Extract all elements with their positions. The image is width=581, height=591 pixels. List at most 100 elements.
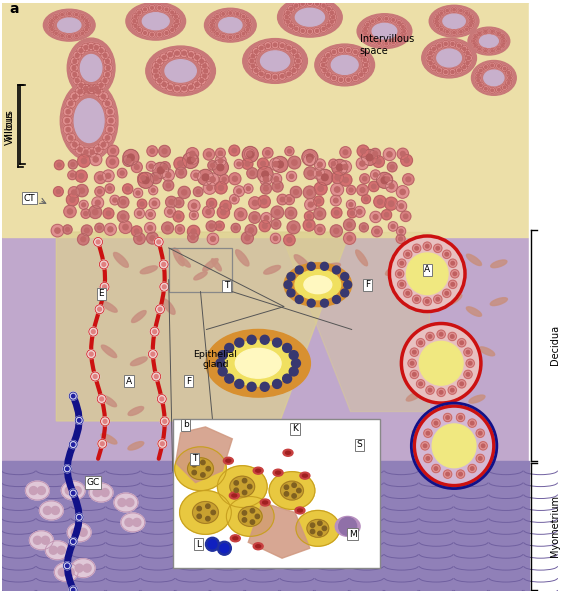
Circle shape [236, 189, 241, 193]
Circle shape [459, 415, 462, 419]
Ellipse shape [296, 511, 340, 546]
Circle shape [108, 128, 112, 132]
Circle shape [192, 158, 195, 162]
Circle shape [282, 343, 292, 352]
Circle shape [307, 154, 313, 161]
Circle shape [427, 50, 434, 57]
Circle shape [272, 181, 283, 192]
Ellipse shape [67, 523, 91, 542]
Circle shape [399, 229, 403, 233]
Circle shape [163, 6, 170, 13]
Circle shape [328, 9, 336, 17]
Polygon shape [175, 427, 232, 483]
Circle shape [271, 219, 281, 229]
Circle shape [246, 20, 249, 22]
Circle shape [281, 44, 284, 47]
Circle shape [439, 27, 444, 32]
Circle shape [68, 35, 70, 38]
Circle shape [175, 51, 179, 55]
Circle shape [203, 74, 206, 78]
Circle shape [364, 32, 367, 35]
Circle shape [433, 244, 442, 252]
Circle shape [101, 51, 109, 60]
Circle shape [250, 171, 254, 176]
Circle shape [307, 299, 315, 307]
Circle shape [30, 486, 37, 495]
Circle shape [218, 367, 227, 376]
Ellipse shape [223, 340, 294, 386]
Circle shape [218, 158, 223, 163]
Circle shape [361, 194, 371, 204]
Circle shape [125, 518, 133, 527]
Circle shape [442, 69, 449, 76]
Circle shape [483, 29, 488, 34]
Ellipse shape [281, 481, 303, 500]
Circle shape [49, 27, 55, 33]
Circle shape [208, 161, 217, 170]
Circle shape [444, 43, 447, 46]
Circle shape [150, 327, 159, 336]
Circle shape [431, 64, 437, 71]
Circle shape [325, 5, 332, 12]
Circle shape [166, 50, 175, 59]
Circle shape [400, 261, 403, 265]
Circle shape [160, 282, 168, 291]
Ellipse shape [165, 60, 196, 82]
Circle shape [337, 46, 345, 54]
Circle shape [101, 95, 106, 99]
Circle shape [275, 210, 280, 215]
Circle shape [364, 197, 368, 201]
Circle shape [465, 54, 472, 61]
Circle shape [87, 350, 96, 359]
Circle shape [126, 158, 131, 163]
Circle shape [160, 417, 169, 426]
Circle shape [145, 210, 155, 219]
Circle shape [289, 7, 293, 10]
Circle shape [51, 28, 53, 31]
Circle shape [151, 189, 155, 192]
Circle shape [457, 44, 461, 47]
Circle shape [465, 28, 468, 31]
Ellipse shape [80, 54, 102, 82]
Ellipse shape [260, 499, 270, 506]
Circle shape [174, 157, 187, 170]
Circle shape [107, 145, 119, 157]
Circle shape [194, 173, 198, 177]
Circle shape [456, 413, 465, 422]
Circle shape [106, 60, 109, 63]
Ellipse shape [45, 541, 69, 560]
Text: A: A [126, 376, 132, 386]
Circle shape [507, 74, 513, 81]
Circle shape [191, 235, 195, 239]
Circle shape [206, 537, 220, 551]
Ellipse shape [173, 248, 184, 266]
Circle shape [485, 50, 487, 52]
Circle shape [66, 11, 72, 17]
Circle shape [306, 28, 314, 35]
Circle shape [63, 465, 71, 473]
Circle shape [417, 339, 425, 347]
Circle shape [371, 40, 374, 43]
Circle shape [437, 69, 441, 72]
Circle shape [98, 190, 102, 193]
Ellipse shape [263, 501, 268, 504]
Circle shape [332, 171, 343, 184]
Circle shape [347, 236, 352, 241]
Circle shape [360, 174, 370, 184]
Circle shape [444, 70, 447, 74]
Circle shape [252, 66, 260, 74]
Circle shape [346, 200, 356, 209]
Circle shape [286, 20, 289, 23]
Circle shape [354, 76, 357, 80]
Ellipse shape [437, 49, 461, 67]
Circle shape [66, 568, 74, 576]
Circle shape [344, 281, 352, 288]
Circle shape [343, 219, 356, 230]
Circle shape [435, 22, 440, 28]
Circle shape [473, 43, 478, 48]
Circle shape [361, 148, 365, 154]
Circle shape [245, 161, 250, 166]
Circle shape [229, 173, 241, 185]
Circle shape [368, 181, 379, 191]
Circle shape [192, 470, 196, 475]
